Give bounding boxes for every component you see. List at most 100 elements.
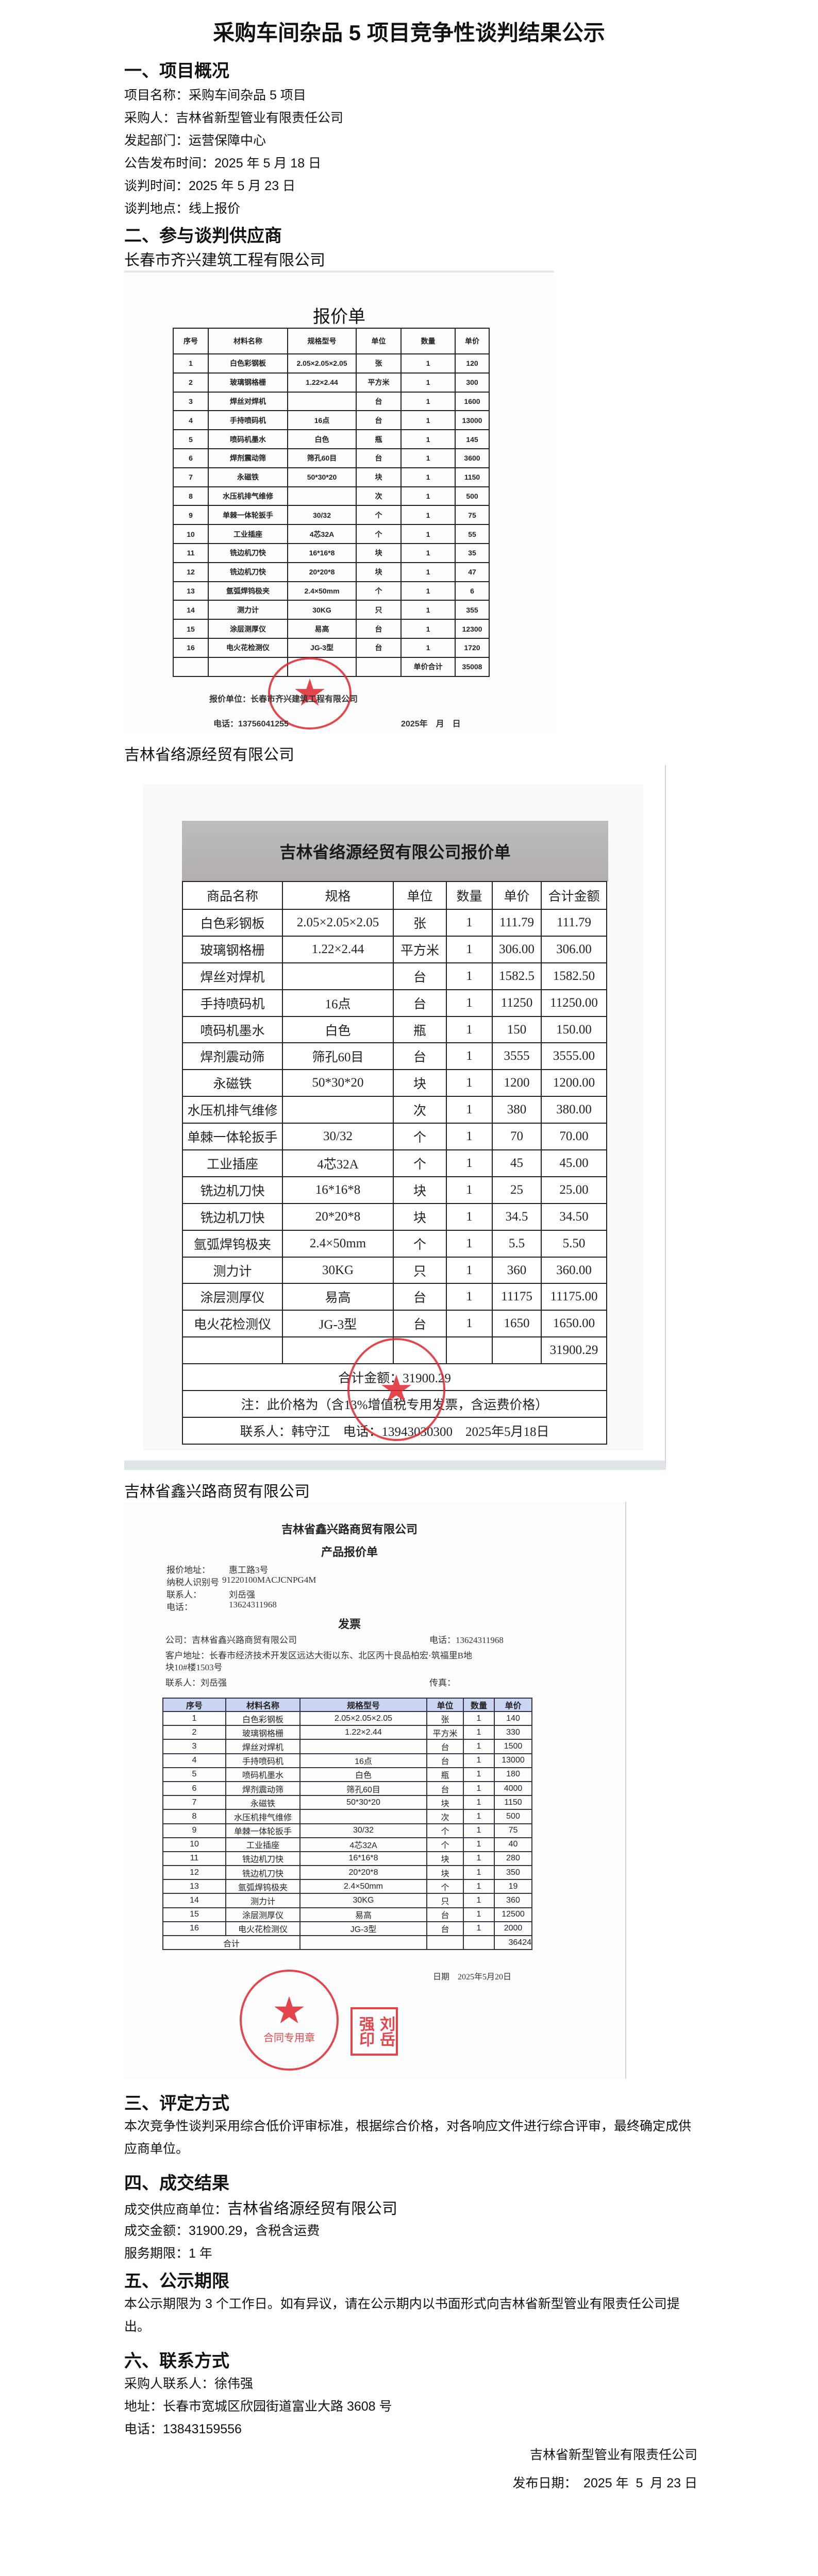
- table-row: 铣边机刀快 20*20*8 块 1 34.5 34.50: [182, 1202, 607, 1231]
- table-cell: 铣边机刀快: [225, 1865, 301, 1880]
- table-cell: 个: [356, 524, 402, 544]
- table-row: 5 喷码机墨水 白色瓶 1 145: [173, 429, 490, 449]
- table-row: 2 玻璃钢格栅 1.22×2.44 平方米 1 300: [173, 372, 490, 393]
- table-cell: 1: [446, 1096, 493, 1124]
- table-cell: 1: [446, 1229, 493, 1258]
- table-cell: 涂层测厚仪: [182, 1283, 283, 1311]
- table-row: 工业插座 4芯32A 个 1 45 45.00: [182, 1149, 607, 1177]
- table-cell: 永磁铁: [208, 467, 288, 487]
- table-cell: 1: [463, 1893, 495, 1908]
- table-cell: 15: [162, 1907, 226, 1922]
- table-cell: 9: [162, 1823, 226, 1838]
- table-cell: 规格型号: [299, 1698, 427, 1712]
- table-cell: 测力计: [225, 1893, 301, 1908]
- table-cell: 规格型号: [287, 328, 357, 354]
- winning-supplier: 成交供应商单位：吉林省络源经贸有限公司: [124, 2196, 397, 2218]
- table-cell: 涂层测厚仪: [208, 619, 288, 639]
- table-cell: 平方米: [393, 935, 447, 963]
- table-cell: 306.00: [492, 935, 542, 963]
- table-cell: 306.00: [541, 935, 607, 963]
- table-cell: 1: [463, 1753, 495, 1768]
- info-label: 电话：: [166, 1602, 193, 1612]
- table-row: 14 测力计 30KG 只 1 360: [162, 1893, 532, 1908]
- table-cell: 50*30*20: [282, 1069, 394, 1097]
- table-cell: 张: [356, 353, 402, 374]
- table-cell: 张: [393, 909, 447, 937]
- table-cell: 单价: [492, 881, 542, 910]
- table-row: 氩弧焊钨极夹 2.4×50mm 个 1 5.5 5.50: [182, 1229, 607, 1258]
- company-stamp: [268, 657, 352, 730]
- table-cell: 5: [162, 1767, 226, 1782]
- table-cell: 块: [393, 1202, 447, 1231]
- publish-time: 公告发布时间：2025 年 5 月 18 日: [124, 156, 322, 171]
- supplier-3-quote-image: 吉林省鑫兴路商贸有限公司 产品报价单 报价地址： 惠工路3号 纳税人识别号 91…: [124, 1502, 626, 2079]
- table-cell: 5: [173, 429, 209, 449]
- table-cell: 111.79: [541, 909, 607, 937]
- table-cell: 360: [492, 1256, 542, 1284]
- table-cell: 16*16*8: [287, 543, 357, 563]
- table-cell: 台: [426, 1781, 464, 1797]
- table-cell: 55: [455, 524, 490, 544]
- table-cell: [173, 656, 209, 677]
- table-cell: 1: [400, 505, 456, 526]
- table-cell: 白色: [282, 1015, 394, 1044]
- invoice-fax: 传真：: [429, 1678, 456, 1688]
- table-cell: [287, 486, 357, 506]
- table-cell: 150.00: [541, 1015, 607, 1044]
- table-cell: 1.22×2.44: [287, 372, 357, 393]
- table-row: 测力计 30KG 只 1 360 360.00: [182, 1256, 607, 1284]
- table-cell: 30/32: [282, 1123, 394, 1151]
- table-cell: 16点: [299, 1753, 427, 1768]
- table-cell: 2.4×50mm: [282, 1229, 394, 1258]
- table-cell: 材料名称: [208, 328, 288, 354]
- table-cell: 355: [455, 600, 490, 620]
- table-row: 单棘一体轮扳手 30/32 个 1 70 70.00: [182, 1123, 607, 1151]
- table-cell: 13000: [455, 410, 490, 431]
- invoice-contact: 联系人：刘岳强: [165, 1678, 227, 1688]
- table-cell: 1582.5: [492, 962, 542, 990]
- table-row: 白色彩钢板 2.05×2.05×2.05 张 1 111.79 111.79: [182, 909, 607, 937]
- table-cell: JG-3型: [282, 1310, 394, 1338]
- table-cell: 台: [393, 1042, 447, 1071]
- table-cell: 1: [400, 486, 456, 506]
- table-cell: 焊剂震动筛: [208, 448, 288, 468]
- table-cell: 35: [455, 543, 490, 563]
- table-cell: 序号: [162, 1698, 226, 1712]
- table-cell: 19: [494, 1879, 532, 1894]
- table-row: 12 铣边机刀快 20*20*8 块 1 47: [173, 562, 490, 582]
- table-cell: 1: [446, 1283, 493, 1311]
- table-cell: 111.79: [492, 909, 542, 937]
- table-cell: 平方米: [356, 372, 402, 393]
- table-cell: 次: [356, 486, 402, 506]
- table-cell: 测力计: [182, 1256, 283, 1284]
- table-cell: [446, 1336, 493, 1365]
- table-cell: 只: [426, 1893, 464, 1908]
- section-3-heading: 三、评定方式: [124, 2094, 229, 2113]
- invoice-address-cont: 块10#楼1503号: [165, 1663, 223, 1672]
- table-cell: 台: [356, 637, 402, 658]
- section-1-heading: 一、项目概况: [124, 61, 229, 81]
- table-cell: 白色: [299, 1767, 427, 1782]
- table-cell: 34.5: [492, 1202, 542, 1231]
- table-cell: 台: [393, 1283, 447, 1311]
- service-period: 服务期限：1 年: [124, 2246, 212, 2261]
- table-cell: 40: [494, 1837, 532, 1852]
- table-cell: 50*30*20: [299, 1795, 427, 1810]
- table-cell: 16点: [287, 410, 357, 431]
- table-cell: 16: [173, 637, 209, 658]
- table-cell: 易高: [287, 619, 357, 639]
- table-cell: 块: [426, 1795, 464, 1810]
- info-value: 91220100MACJCNPG4M: [222, 1575, 316, 1585]
- table-cell: 1: [463, 1725, 495, 1740]
- table-cell: 铣边机刀快: [208, 543, 288, 563]
- table-cell: 块: [393, 1176, 447, 1204]
- table-cell: 34.50: [541, 1202, 607, 1231]
- table-cell: 2.05×2.05×2.05: [282, 909, 394, 937]
- table-cell: 台: [426, 1921, 464, 1937]
- table-cell: 3600: [455, 448, 490, 468]
- subtotal-row: 31900.29: [182, 1336, 607, 1365]
- table-row: 焊剂震动筛 筛孔60目台 1 3555 3555.00: [182, 1042, 607, 1071]
- table-cell: [356, 656, 402, 677]
- table-cell: 45: [492, 1149, 542, 1177]
- table-cell: 台: [356, 410, 402, 431]
